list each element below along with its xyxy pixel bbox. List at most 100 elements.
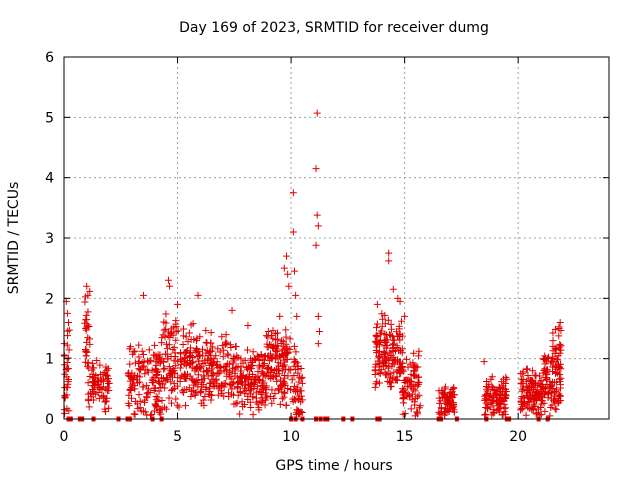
data-point-26 — [64, 380, 72, 388]
data-point-1429 — [529, 380, 537, 388]
data-point-1548 — [551, 349, 559, 357]
data-point-899 — [297, 375, 305, 383]
data-point-265 — [144, 358, 152, 366]
data-point-832 — [265, 373, 273, 381]
data-point-264 — [133, 400, 141, 408]
data-point-1126 — [414, 408, 422, 416]
data-point-538 — [197, 387, 205, 395]
data-point-1580 — [314, 340, 322, 348]
data-point-1311 — [490, 393, 498, 401]
data-point-851 — [286, 385, 294, 393]
data-point-378 — [165, 394, 173, 402]
data-point-717 — [234, 374, 242, 382]
data-point-295 — [175, 403, 183, 411]
data-point-119 — [94, 380, 102, 388]
data-point-855 — [283, 350, 291, 358]
y-tick-label-0: 0 — [45, 412, 54, 428]
data-point-1120 — [415, 379, 423, 387]
data-point-843 — [282, 326, 290, 334]
data-point-1555 — [139, 291, 147, 299]
data-point-695 — [237, 355, 245, 363]
data-point-539 — [204, 367, 212, 375]
data-point-1209 — [446, 388, 454, 396]
data-point-898 — [290, 395, 298, 403]
data-point-631 — [230, 391, 238, 399]
data-point-1396 — [519, 368, 527, 376]
data-point-1059 — [396, 330, 404, 338]
data-point-1017 — [384, 364, 392, 372]
data-point-1581 — [373, 300, 381, 308]
data-point-1412 — [536, 393, 544, 401]
data-point-816 — [284, 349, 292, 357]
data-point-744 — [264, 333, 272, 341]
data-point-257 — [139, 351, 147, 359]
data-point-1546 — [551, 325, 559, 333]
data-point-1553 — [83, 282, 91, 290]
data-point-1291 — [498, 378, 506, 386]
data-point-663 — [232, 400, 240, 408]
data-point-714 — [259, 377, 267, 385]
data-point-124 — [100, 392, 108, 400]
data-point-1116 — [413, 382, 421, 390]
data-point-818 — [261, 352, 269, 360]
data-point-547 — [190, 336, 198, 344]
data-point-558 — [191, 390, 199, 398]
data-point-673 — [228, 385, 236, 393]
data-point-864 — [261, 360, 269, 368]
data-point-6 — [64, 354, 72, 362]
data-point-684 — [249, 411, 257, 419]
data-point-1044 — [389, 374, 397, 382]
data-point-1561 — [244, 321, 252, 329]
data-point-361 — [179, 389, 187, 397]
data-point-1180 — [436, 399, 444, 407]
data-point-367 — [161, 333, 169, 341]
data-point-14 — [61, 361, 69, 369]
data-point-1564 — [280, 264, 288, 272]
data-point-407 — [183, 374, 191, 382]
data-point-822 — [261, 389, 269, 397]
data-point-1123 — [415, 352, 423, 360]
data-point-554 — [221, 363, 229, 371]
data-point-1377 — [531, 371, 539, 379]
data-point-562 — [209, 369, 217, 377]
data-point-1080 — [403, 355, 411, 363]
data-point-413 — [165, 370, 173, 378]
data-point-399 — [160, 358, 168, 366]
data-point-1136 — [410, 366, 418, 374]
data-point-52 — [82, 346, 90, 354]
data-point-1143 — [408, 396, 416, 404]
data-point-80 — [102, 371, 110, 379]
data-point-1470 — [553, 386, 561, 394]
data-point-987 — [378, 310, 386, 318]
data-point-97 — [93, 377, 101, 385]
data-point-1433 — [532, 389, 540, 397]
data-point-665 — [255, 387, 263, 395]
data-point-386 — [179, 332, 187, 340]
data-point-7 — [64, 327, 72, 335]
data-point-640 — [224, 351, 232, 359]
data-point-1208 — [440, 390, 448, 398]
data-point-861 — [280, 393, 288, 401]
data-point-22 — [65, 346, 73, 354]
data-point-193 — [143, 382, 151, 390]
data-point-775 — [268, 399, 276, 407]
data-point-662 — [225, 393, 233, 401]
data-point-349 — [176, 364, 184, 372]
data-point-910 — [295, 392, 303, 400]
data-point-1496 — [540, 399, 548, 407]
data-point-402 — [183, 347, 191, 355]
data-point-230 — [150, 387, 158, 395]
data-point-270 — [128, 381, 136, 389]
data-point-144 — [145, 346, 153, 354]
data-point-723 — [227, 381, 235, 389]
data-point-129 — [87, 389, 95, 397]
data-point-1026 — [377, 327, 385, 335]
data-point-820 — [278, 347, 286, 355]
data-point-1516 — [543, 371, 551, 379]
data-point-126 — [89, 378, 97, 386]
data-point-918 — [397, 317, 405, 325]
data-point-104 — [86, 373, 94, 381]
data-point-1512 — [551, 395, 559, 403]
data-point-850 — [282, 401, 290, 409]
data-point-635 — [234, 354, 242, 362]
